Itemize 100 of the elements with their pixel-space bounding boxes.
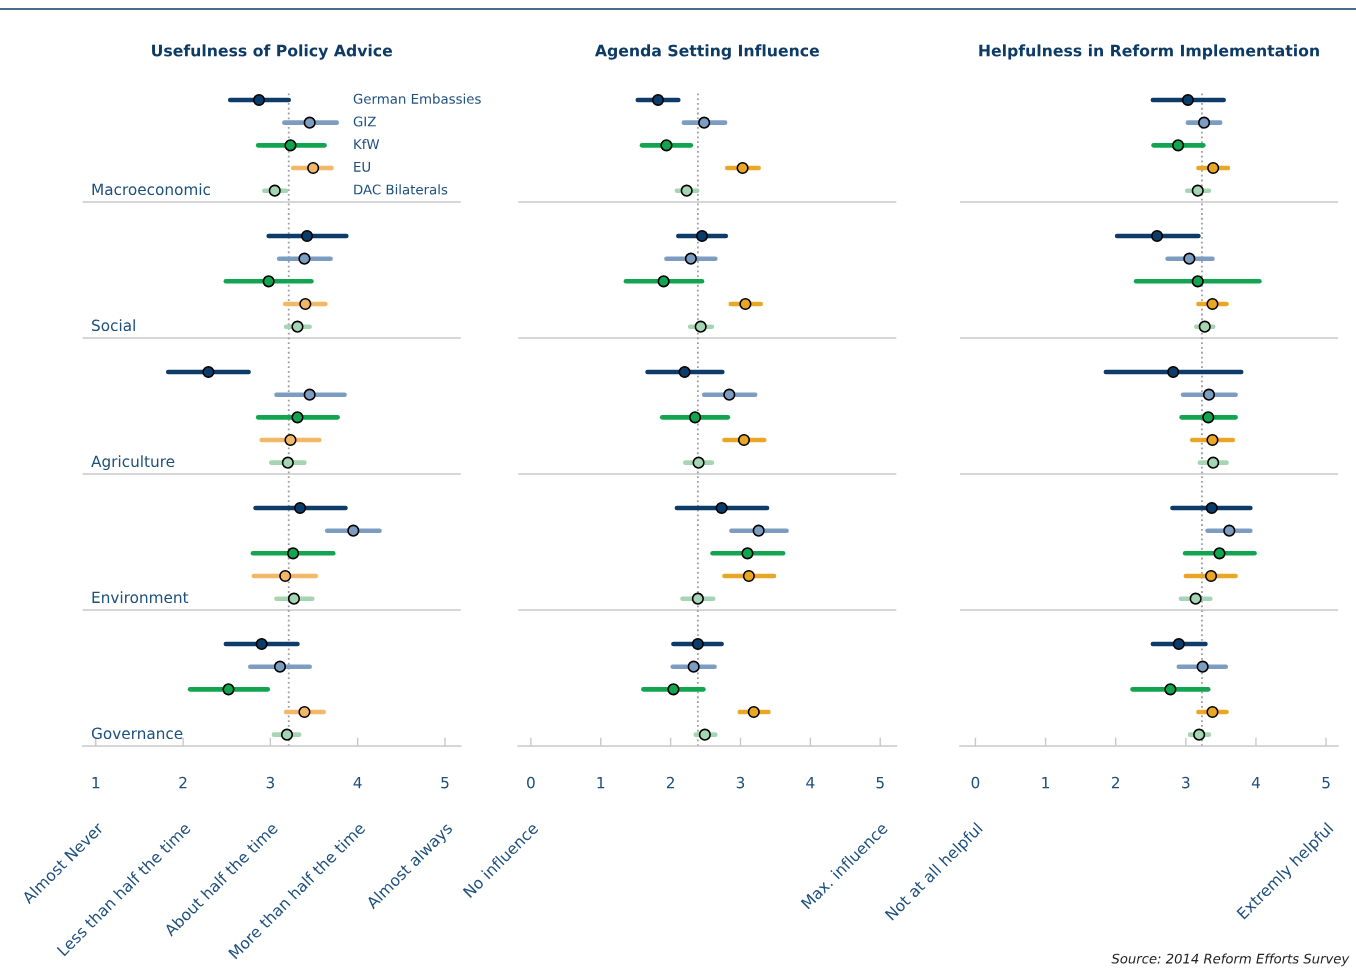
point <box>303 388 316 401</box>
point <box>1223 524 1236 537</box>
point <box>284 433 297 447</box>
point <box>691 637 704 651</box>
point <box>698 116 711 129</box>
x-tick-label: 5 <box>876 777 884 789</box>
point <box>1213 547 1226 560</box>
y-tick-label: Governance <box>91 727 183 740</box>
point <box>715 501 728 515</box>
point <box>1193 728 1206 741</box>
y-tick-label: Macroeconomic <box>92 183 211 196</box>
x-tick-label: 2 <box>1111 776 1120 789</box>
point <box>739 297 752 311</box>
point <box>691 592 704 605</box>
point <box>280 728 294 741</box>
point <box>741 547 754 560</box>
text: DAC Bilaterals <box>354 184 448 195</box>
x-tick-label: 5 <box>1322 777 1330 789</box>
point <box>684 252 697 265</box>
y-tick-label: Social <box>92 319 135 332</box>
point <box>279 569 292 583</box>
point <box>687 660 700 673</box>
point <box>1205 501 1218 515</box>
point <box>1196 660 1209 673</box>
x-tick-label: 5 <box>441 777 449 789</box>
point <box>1167 365 1180 379</box>
text: German Embassies <box>353 93 481 104</box>
x-tick-label: 1 <box>597 777 605 789</box>
chart-title: Agenda Setting Influence <box>594 44 819 60</box>
point <box>284 139 297 152</box>
point <box>1206 433 1219 447</box>
point <box>291 320 304 333</box>
point <box>1150 229 1164 243</box>
point <box>651 93 665 107</box>
x-tick-label: 0 <box>527 776 535 789</box>
point <box>298 705 311 719</box>
point <box>657 275 670 288</box>
point <box>1181 93 1194 107</box>
point <box>736 161 749 175</box>
point <box>678 365 691 379</box>
point <box>1204 569 1218 583</box>
chart-title: Usefulness of Policy Advice <box>152 44 392 60</box>
point <box>1202 388 1216 401</box>
point <box>747 705 760 719</box>
point <box>680 184 693 197</box>
x-tick-label: 3 <box>736 776 745 789</box>
point <box>752 524 765 537</box>
point <box>660 139 673 152</box>
point <box>303 116 316 129</box>
point <box>273 660 287 673</box>
x-tick-label: 4 <box>1251 777 1260 789</box>
point <box>255 637 268 651</box>
point <box>287 547 300 560</box>
point <box>281 456 294 469</box>
point <box>1191 184 1204 197</box>
point <box>1191 275 1204 288</box>
x-tick-label: 4 <box>806 777 815 789</box>
point <box>695 229 709 243</box>
x-tick-label: 2 <box>179 776 187 789</box>
y-tick-label: Environment <box>92 591 189 604</box>
y-tick-label: Agriculture <box>91 455 175 471</box>
point <box>694 320 707 333</box>
point <box>293 501 307 515</box>
chart-title: Helpfulness in Reform Implementation <box>979 44 1319 60</box>
point <box>1206 297 1219 311</box>
text: KfW <box>354 138 380 150</box>
point <box>1189 592 1202 605</box>
point <box>1183 252 1196 265</box>
x-tick-label: 1 <box>1042 777 1050 789</box>
point <box>698 728 711 741</box>
source-note: Source: 2014 Reform Efforts Survey <box>1111 953 1350 967</box>
point <box>1197 116 1211 129</box>
point <box>723 388 736 401</box>
point <box>1207 456 1220 469</box>
point <box>692 456 705 469</box>
point <box>300 229 314 243</box>
point <box>1207 161 1220 175</box>
point <box>742 569 755 583</box>
x-tick-label: 1 <box>92 777 100 789</box>
point <box>737 433 751 447</box>
point <box>667 683 680 696</box>
x-tick-label: 0 <box>971 776 980 789</box>
point <box>222 683 235 696</box>
point <box>1206 705 1219 719</box>
point <box>262 275 275 288</box>
text: EU <box>354 161 370 172</box>
point <box>688 411 702 424</box>
point <box>202 365 215 379</box>
point <box>1202 411 1215 424</box>
point <box>1198 320 1211 333</box>
point <box>252 93 266 107</box>
x-tick-label: 2 <box>666 776 674 789</box>
point <box>347 524 360 537</box>
x-tick-label: 3 <box>1182 776 1190 789</box>
point <box>1164 683 1177 696</box>
point <box>298 252 311 265</box>
point <box>287 592 301 605</box>
point <box>268 184 281 197</box>
text: GIZ <box>353 116 376 127</box>
point <box>299 297 312 311</box>
